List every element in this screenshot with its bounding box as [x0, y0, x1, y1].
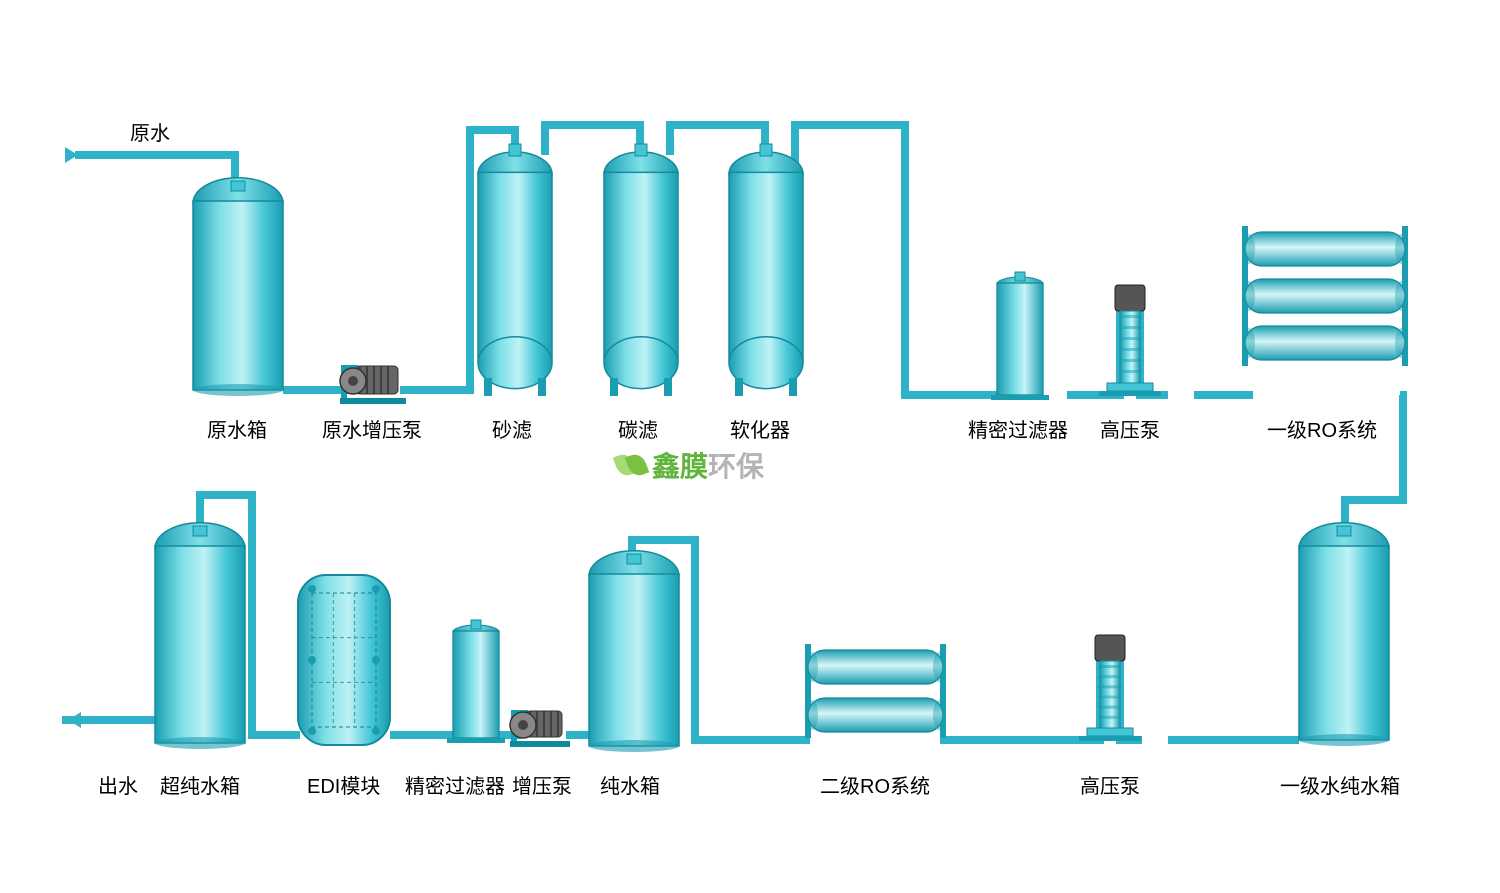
- label-ultrapure: 超纯水箱: [160, 770, 240, 799]
- raw_pump: [340, 366, 406, 404]
- label-raw_pump: 原水增压泵: [322, 414, 422, 443]
- hp1: [1099, 285, 1161, 396]
- precision2: [447, 620, 505, 743]
- level1_pure_tank: [1299, 523, 1389, 746]
- label-carbon: 碳滤: [618, 414, 658, 443]
- softener: [729, 144, 803, 396]
- label-hp1: 高压泵: [1100, 414, 1160, 443]
- label-raw_water_in: 原水: [130, 117, 170, 146]
- label-softener: 软化器: [730, 414, 790, 443]
- label-precision1: 精密过滤器: [968, 414, 1068, 443]
- label-booster: 增压泵: [512, 770, 572, 799]
- label-outlet: 出水: [98, 770, 138, 799]
- booster_pump: [510, 711, 570, 747]
- label-level1_pure: 一级水纯水箱: [1280, 770, 1400, 799]
- watermark-logo: 鑫膜环保: [616, 445, 764, 485]
- label-sand: 砂滤: [492, 414, 532, 443]
- ro1: [1242, 226, 1408, 366]
- raw_tank: [193, 178, 283, 396]
- label-hp2: 高压泵: [1080, 770, 1140, 799]
- label-ro2: 二级RO系统: [820, 770, 930, 799]
- ultrapure_tank: [155, 523, 245, 749]
- carbon_filter: [604, 144, 678, 396]
- precision1: [991, 272, 1049, 400]
- label-raw_tank: 原水箱: [207, 414, 267, 443]
- pure_tank: [589, 551, 679, 752]
- label-edi: EDI模块: [307, 770, 380, 799]
- hp2: [1079, 635, 1141, 741]
- edi-module: [298, 575, 390, 745]
- label-ro1: 一级RO系统: [1267, 414, 1377, 443]
- label-precision2: 精密过滤器: [405, 770, 505, 799]
- sand_filter: [478, 144, 552, 396]
- ro2: [805, 644, 946, 738]
- label-pure_tank: 纯水箱: [600, 770, 660, 799]
